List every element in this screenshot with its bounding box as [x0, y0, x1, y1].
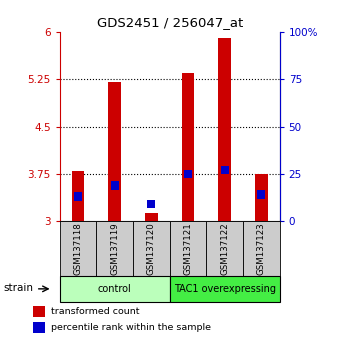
- Title: GDS2451 / 256047_at: GDS2451 / 256047_at: [97, 16, 243, 29]
- Bar: [133, 221, 170, 276]
- Bar: [110, 181, 119, 189]
- Text: strain: strain: [3, 282, 33, 293]
- Text: GSM137123: GSM137123: [257, 222, 266, 275]
- Bar: [181, 73, 194, 221]
- Bar: [218, 38, 231, 221]
- Text: GSM137119: GSM137119: [110, 222, 119, 275]
- Text: GSM137122: GSM137122: [220, 222, 229, 275]
- Bar: [60, 221, 96, 276]
- Text: percentile rank within the sample: percentile rank within the sample: [51, 323, 211, 332]
- Bar: [33, 321, 45, 333]
- Bar: [243, 221, 280, 276]
- Text: transformed count: transformed count: [51, 307, 140, 316]
- Bar: [33, 306, 45, 317]
- Bar: [169, 276, 280, 302]
- Bar: [221, 166, 229, 175]
- Bar: [169, 221, 206, 276]
- Bar: [184, 170, 192, 178]
- Bar: [108, 82, 121, 221]
- Text: control: control: [98, 284, 132, 294]
- Bar: [255, 174, 268, 221]
- Bar: [72, 171, 85, 221]
- Bar: [206, 221, 243, 276]
- Bar: [147, 200, 155, 209]
- Bar: [60, 276, 169, 302]
- Bar: [257, 190, 265, 199]
- Text: GSM137121: GSM137121: [183, 222, 192, 275]
- Bar: [74, 192, 82, 201]
- Bar: [145, 213, 158, 221]
- Bar: [96, 221, 133, 276]
- Text: GSM137120: GSM137120: [147, 222, 156, 275]
- Text: TAC1 overexpressing: TAC1 overexpressing: [174, 284, 276, 294]
- Text: GSM137118: GSM137118: [74, 222, 83, 275]
